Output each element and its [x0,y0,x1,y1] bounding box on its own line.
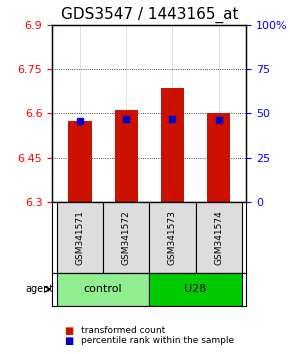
Bar [68,121,92,202]
Text: U28: U28 [184,284,207,294]
Text: transformed count: transformed count [81,326,166,336]
Text: ■: ■ [64,336,73,346]
Bar [161,88,184,202]
Text: percentile rank within the sample: percentile rank within the sample [81,336,234,346]
FancyBboxPatch shape [196,202,242,273]
Title: GDS3547 / 1443165_at: GDS3547 / 1443165_at [61,7,238,23]
Text: agent: agent [25,284,53,294]
Text: control: control [84,284,122,294]
Text: GSM341574: GSM341574 [214,210,223,265]
FancyBboxPatch shape [57,273,149,306]
Text: GSM341571: GSM341571 [75,210,84,265]
Bar [115,110,138,202]
Bar [207,113,230,202]
Text: GSM341573: GSM341573 [168,210,177,265]
FancyBboxPatch shape [57,202,103,273]
FancyBboxPatch shape [103,202,149,273]
FancyBboxPatch shape [149,202,196,273]
Text: GSM341572: GSM341572 [122,210,131,265]
FancyBboxPatch shape [149,273,242,306]
Text: ■: ■ [64,326,73,336]
